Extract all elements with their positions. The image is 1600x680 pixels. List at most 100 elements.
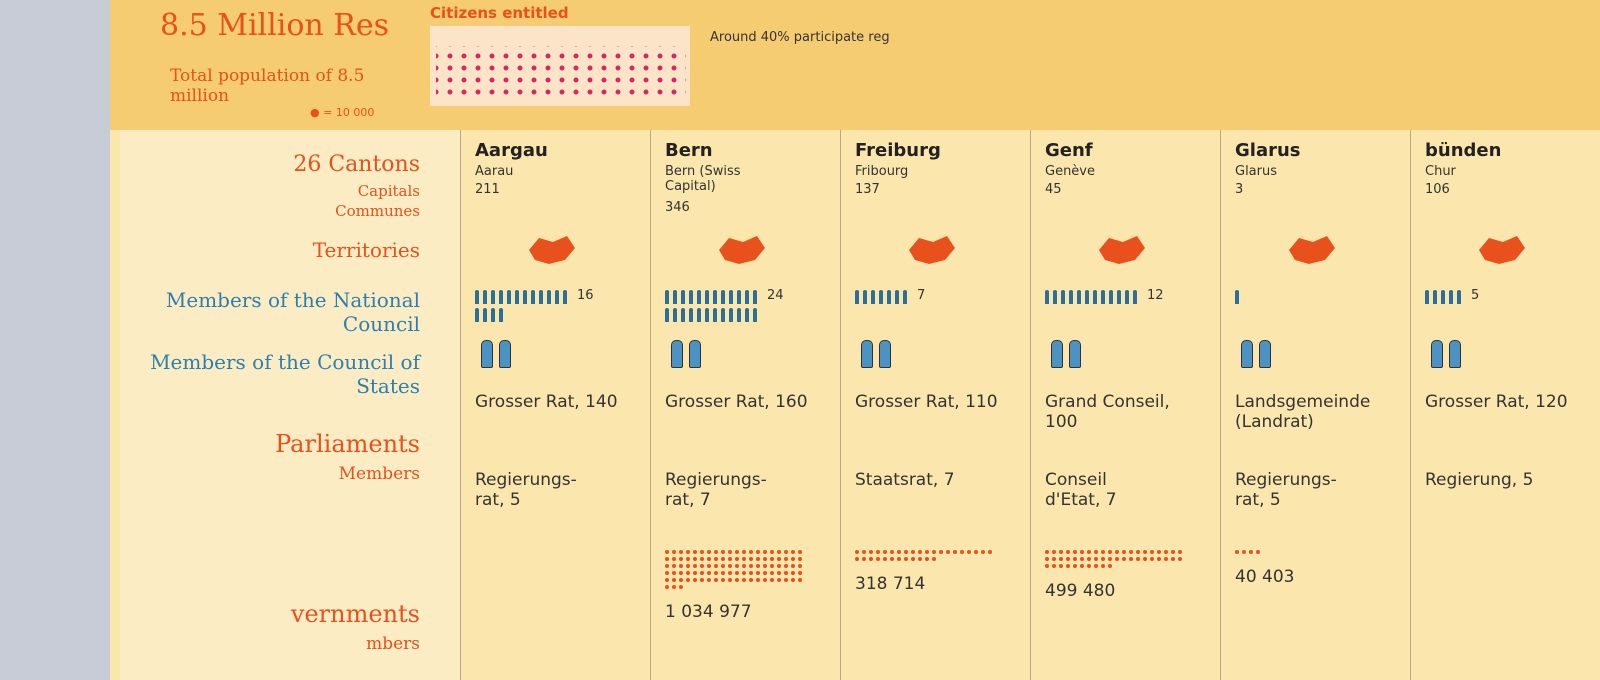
- national-council-member: [547, 290, 551, 304]
- population-dot: [1108, 557, 1112, 561]
- national-council-member: [681, 290, 685, 304]
- population-dot: [1178, 550, 1182, 554]
- population-dot: [679, 571, 683, 575]
- parliaments-members-label: Members: [338, 464, 420, 484]
- population-dot: [1066, 550, 1070, 554]
- population-dot: [1087, 557, 1091, 561]
- national-council-member: [555, 290, 559, 304]
- population-dot: [721, 564, 725, 568]
- population-dot: [1052, 557, 1056, 561]
- capital: Glarus: [1235, 164, 1278, 179]
- parliament: Grosser Rat, 160: [665, 392, 808, 412]
- population-dot: [981, 550, 985, 554]
- canton-name: Glarus: [1235, 140, 1301, 161]
- national-council-member: [863, 290, 867, 304]
- title: 8.5 Million Res: [160, 8, 389, 43]
- population-dot: [1094, 550, 1098, 554]
- population-dot: [784, 557, 788, 561]
- territory-shape: [529, 236, 575, 264]
- population-dot: [693, 550, 697, 554]
- population-dot: [1108, 564, 1112, 568]
- communes: 211: [475, 182, 500, 197]
- population-dot: [791, 571, 795, 575]
- canton-column: Bern Bern (Swiss Capital) 346 24 Grosser Rat…: [650, 130, 841, 680]
- population-dot: [707, 550, 711, 554]
- government: Staatsrat, 7: [855, 470, 955, 490]
- population-dot: [672, 550, 676, 554]
- national-council-member: [483, 290, 487, 304]
- national-council-member: [1045, 290, 1049, 304]
- population-dot: [784, 578, 788, 582]
- population-dot: [679, 564, 683, 568]
- population-dot: [714, 564, 718, 568]
- population-dot: [721, 578, 725, 582]
- population-dot: [763, 571, 767, 575]
- population-dot: [1129, 550, 1133, 554]
- national-council-member: [475, 290, 479, 304]
- population-dot: [777, 550, 781, 554]
- population-dot: [1066, 564, 1070, 568]
- population-dot: [1045, 557, 1049, 561]
- national-council-member: [673, 308, 677, 322]
- national-council-member: [1069, 290, 1073, 304]
- national-council-member: [531, 290, 535, 304]
- population-dot: [756, 557, 760, 561]
- population-dot: [904, 557, 908, 561]
- population-dot: [953, 550, 957, 554]
- communes: 346: [665, 200, 690, 215]
- canton-column: bünden Chur 106 5 Grosser Rat, 120 Regierung,…: [1410, 130, 1600, 680]
- population-dot: [798, 550, 802, 554]
- council-of-states-member: [1259, 340, 1271, 368]
- national-council-member: [1085, 290, 1089, 304]
- population-dot: [714, 550, 718, 554]
- population-dot: [749, 564, 753, 568]
- population-dot: [1122, 550, 1126, 554]
- population-dot: [735, 578, 739, 582]
- population-dot: [932, 557, 936, 561]
- population-dot: [742, 571, 746, 575]
- canton-column: Genf Genève 45 12 Grand Conseil, 100 Conseil …: [1030, 130, 1221, 680]
- national-council-member: [1441, 290, 1445, 304]
- header-band: 8.5 Million Res Citizens entitled Around…: [110, 0, 1600, 130]
- population-dot: [777, 571, 781, 575]
- population-dot: [735, 557, 739, 561]
- population-dot: [770, 557, 774, 561]
- population-dot: [679, 557, 683, 561]
- population-dot: [749, 578, 753, 582]
- population-dot: [1059, 564, 1063, 568]
- participation-label: Around 40% participate reg: [710, 30, 890, 45]
- population-dot: [1045, 564, 1049, 568]
- national-council-member: [499, 290, 503, 304]
- population-dot: [890, 550, 894, 554]
- national-council-member: [705, 308, 709, 322]
- population-dot: [721, 557, 725, 561]
- national-council-label: Members of the National Council: [165, 288, 420, 336]
- national-council-member: [895, 290, 899, 304]
- population-dot: [770, 571, 774, 575]
- population-dot: [988, 550, 992, 554]
- population-dot: [1073, 550, 1077, 554]
- council-of-states-member: [1051, 340, 1063, 368]
- population-dot: [735, 571, 739, 575]
- population-dot: [770, 550, 774, 554]
- capital: Bern (Swiss Capital): [665, 164, 741, 194]
- national-council-member: [697, 308, 701, 322]
- population-dot: [784, 550, 788, 554]
- national-council-member: [539, 290, 543, 304]
- canton-column: Freiburg Fribourg 137 7 Grosser Rat, 110 Staa…: [840, 130, 1031, 680]
- cantons-label: 26 Cantons: [293, 152, 420, 177]
- national-council-member: [1133, 290, 1137, 304]
- population-dot: [665, 585, 669, 589]
- population-dot: [679, 585, 683, 589]
- national-council-member: [1101, 290, 1105, 304]
- population-dot: [974, 550, 978, 554]
- national-council-member: [665, 290, 669, 304]
- national-council-member: [855, 290, 859, 304]
- population-dot: [1080, 557, 1084, 561]
- population-dot: [763, 557, 767, 561]
- population-dot: [918, 550, 922, 554]
- parliament: Landsgemeinde (Landrat): [1235, 392, 1371, 432]
- government: Regierung, 5: [1425, 470, 1534, 490]
- population-dot: [672, 557, 676, 561]
- communes: 137: [855, 182, 880, 197]
